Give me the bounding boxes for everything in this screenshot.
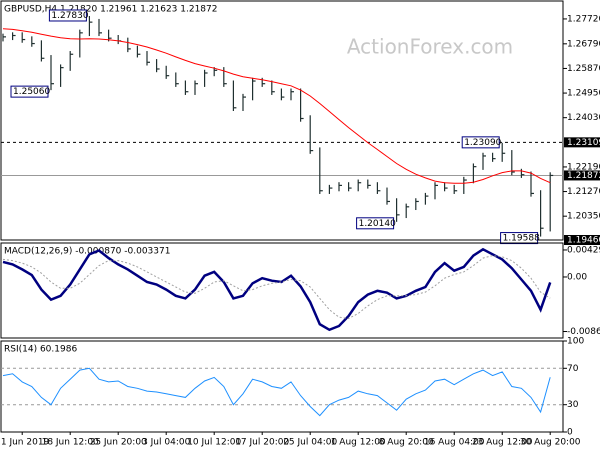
y-tick-label: 1.21270 (567, 187, 600, 197)
price-annotation-box (10, 85, 49, 98)
price-annotation: 1.25060 (13, 87, 50, 97)
y-tick-label: 100 (567, 337, 584, 347)
x-tick-label: 1 Aug 12:00 (331, 438, 386, 448)
y-tick-label: 70 (567, 364, 579, 374)
level-label: 1.23109 (567, 138, 600, 148)
panel-title: GBPUSD,H4 1.21820 1.21961 1.21623 1.2187… (4, 5, 217, 15)
y-tick-label: 1.25870 (567, 64, 600, 74)
indicator-line (2, 255, 551, 320)
x-tick-label: 8 Aug 20:00 (379, 438, 434, 448)
y-tick-label: 1.26790 (567, 39, 600, 49)
y-tick-label: 0.00 (567, 272, 587, 282)
last-price-bg (564, 170, 600, 181)
x-tick-label: 17 Jul 20:00 (235, 438, 289, 448)
level-label-bg (564, 137, 600, 148)
x-tick-label: 30 Aug 20:00 (520, 438, 581, 448)
y-tick-label: 1.22190 (567, 162, 600, 172)
panel-title: RSI(14) 60.1986 (4, 345, 77, 355)
panel-frame (0, 0, 564, 241)
price-annotation: 1.27830 (51, 11, 88, 21)
indicator-line (2, 247, 552, 332)
x-tick-label: 25 Jul 04:00 (283, 438, 337, 448)
x-tick-label: 18 Jun 12:00 (42, 438, 99, 448)
panel-title: MACD(12,26,9) -0.000870 -0.003371 (4, 247, 170, 257)
panel-frame (0, 242, 564, 339)
y-tick-label: 1.24030 (567, 113, 600, 123)
price-annotation: 1.20140 (359, 219, 396, 229)
x-tick-label: 23 Aug 12:00 (472, 438, 533, 448)
price-annotation-box (461, 136, 500, 149)
x-tick-label: 10 Jul 12:00 (187, 438, 241, 448)
y-tick-label: 1.24950 (567, 89, 600, 99)
x-tick-label: 25 Jun 20:00 (90, 438, 147, 448)
price-annotation-box (48, 9, 87, 22)
price-annotation: 1.23090 (464, 138, 501, 148)
price-annotation-box (500, 232, 539, 245)
price-annotation: 1.19588 (503, 234, 540, 244)
x-tick-label: 3 Jul 04:00 (142, 438, 191, 448)
watermark: ActionForex.com (347, 35, 513, 59)
level-label-bg (564, 235, 600, 245)
indicator-line (2, 367, 551, 417)
panel-frame (0, 340, 564, 433)
y-tick-label: -0.00867 (567, 327, 600, 337)
level-label: 1.19460 (567, 236, 600, 246)
price-annotation-box (356, 217, 395, 230)
x-tick-label: 11 Jun 2019 (0, 438, 50, 448)
y-tick-label: 0 (567, 428, 573, 438)
y-tick-label: 0.004293 (567, 245, 600, 255)
y-tick-label: 1.20350 (567, 212, 600, 222)
y-tick-label: 1.27720 (567, 14, 600, 24)
moving-average (2, 28, 551, 184)
x-tick-label: 16 Aug 04:00 (424, 438, 485, 448)
last-price-label: 1.21872 (567, 171, 600, 181)
y-tick-label: 30 (567, 400, 579, 410)
